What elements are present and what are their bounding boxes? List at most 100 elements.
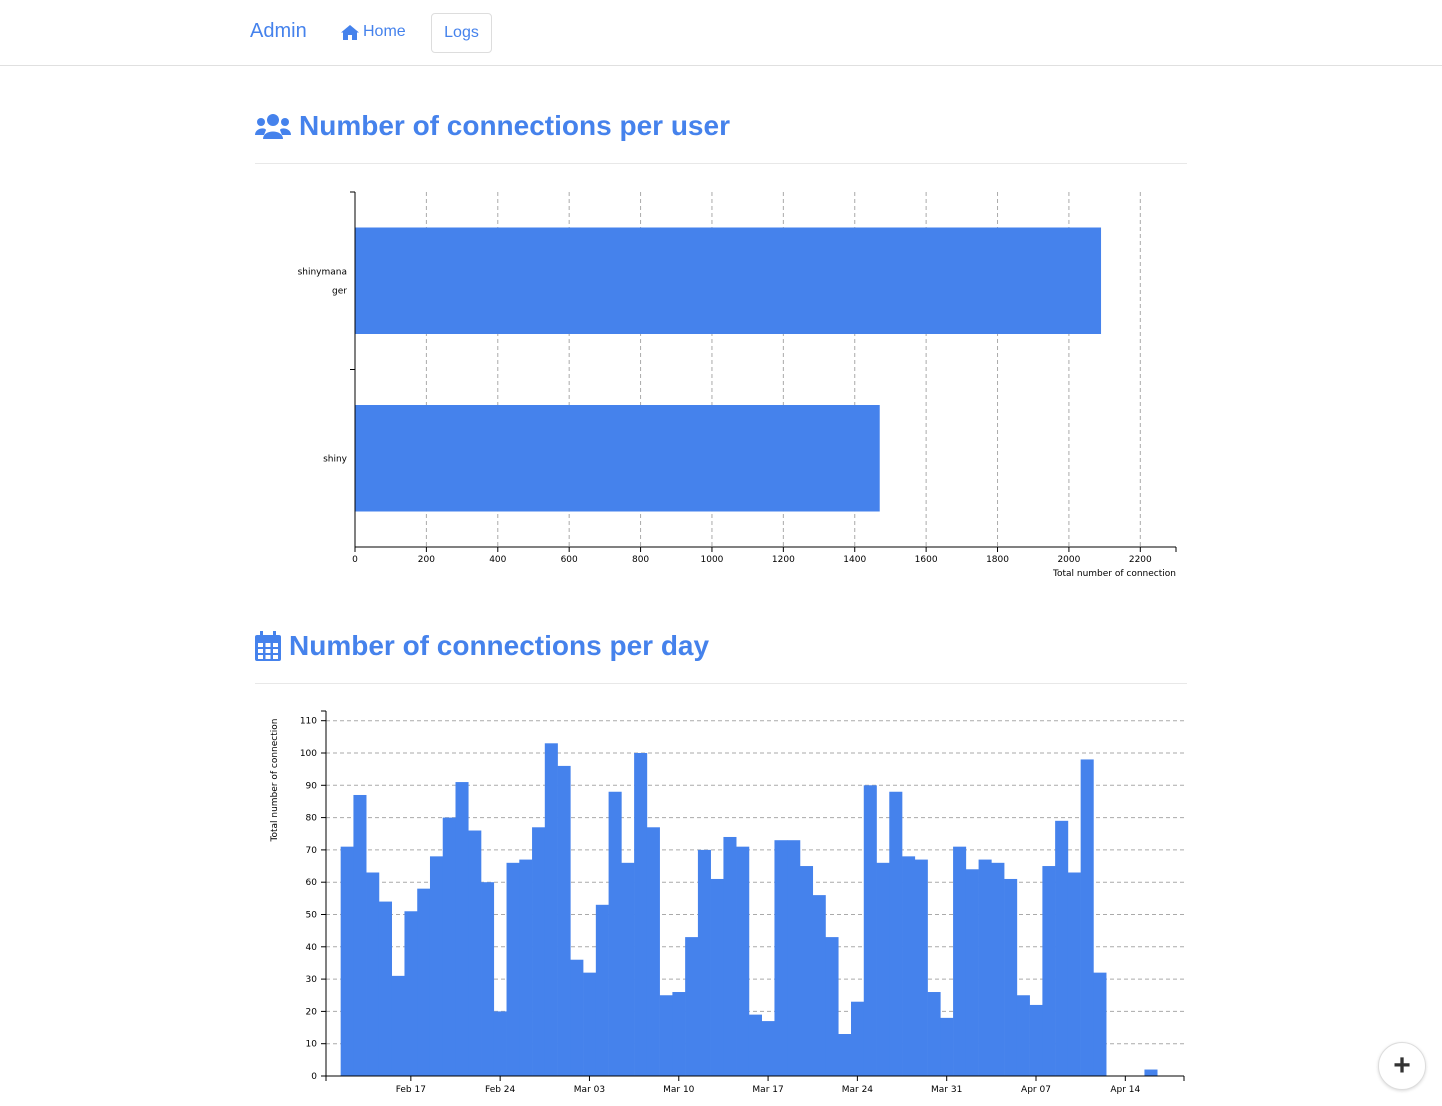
bar-Mar 18 [774, 840, 788, 1076]
navbar: Admin Home Logs [0, 0, 1442, 66]
x-tick-label: 400 [489, 555, 506, 565]
bar-Mar 23 [838, 1034, 852, 1076]
x-tick-label: 200 [418, 555, 435, 565]
bar-Feb 15 [378, 901, 393, 1076]
bar-Mar 27 [889, 791, 903, 1076]
y-tick-label: 10 [306, 1040, 318, 1050]
bar-shinymanager [355, 227, 1102, 334]
bar-Apr 02 [965, 869, 979, 1076]
per-day-heading: Number of connections per day [255, 630, 709, 662]
bar-Mar 10 [672, 992, 686, 1076]
bar-Feb 12 [340, 846, 354, 1076]
bar-Mar 26 [876, 862, 890, 1076]
bar-Mar 20 [799, 866, 814, 1076]
bar-Mar 25 [863, 785, 877, 1076]
x-tick-label: Mar 24 [842, 1085, 874, 1095]
bar-Mar 30 [927, 992, 941, 1076]
calendar-icon [255, 631, 281, 661]
y-tick-label: 100 [300, 749, 317, 759]
bar-Apr 06 [1016, 995, 1030, 1076]
x-tick-label: Apr 07 [1021, 1085, 1051, 1095]
bar-Mar 24 [851, 1001, 865, 1076]
nav-home-label: Home [363, 23, 406, 40]
x-tick-label: 1200 [772, 555, 795, 565]
bar-Feb 17 [404, 911, 418, 1076]
y-tick-label: 0 [311, 1072, 317, 1082]
y-tick-label: 90 [306, 781, 318, 791]
divider [255, 163, 1187, 164]
bar-Feb 28 [544, 743, 558, 1076]
y-tick-label: shinymana ger [298, 267, 348, 296]
add-button[interactable]: + [1378, 1042, 1426, 1090]
bar-Mar 01 [557, 765, 571, 1076]
y-tick-label: 110 [300, 717, 317, 727]
connections-per-day-chart: 0 10 20 30 40 50 60 70 80 90 100 110 Feb 17 Feb 24 Mar… [270, 710, 1185, 1095]
bar-Feb 26 [519, 859, 533, 1076]
bar-Feb 18 [417, 888, 431, 1076]
x-tick-label: Mar 31 [931, 1085, 962, 1095]
x-axis-label: Total number of connection [1052, 569, 1176, 579]
bar-Mar 05 [608, 791, 622, 1076]
x-tick-label: 1600 [915, 555, 938, 565]
x-tick-label: 1800 [986, 555, 1009, 565]
bar-Feb 16 [391, 975, 405, 1076]
per-day-title: Number of connections per day [289, 630, 710, 661]
bar-Feb 13 [353, 794, 367, 1076]
bar-Mar 14 [723, 836, 737, 1076]
bar-Feb 27 [532, 827, 546, 1076]
bar-Mar 31 [940, 1017, 954, 1076]
bar-Apr 09 [1055, 820, 1069, 1076]
y-tick-label: 20 [306, 1007, 318, 1017]
x-tick-label: Apr 14 [1110, 1085, 1140, 1095]
bar-Mar 03 [583, 972, 597, 1076]
bar-Feb 24 [493, 1011, 507, 1076]
bar-Feb 14 [366, 872, 380, 1076]
x-tick-label: 600 [561, 555, 578, 565]
bar-Mar 08 [646, 827, 660, 1076]
bar-Feb 22 [468, 830, 482, 1076]
y-tick-label: 40 [306, 943, 318, 953]
per-user-title: Number of connections per user [299, 110, 730, 141]
bar-Mar 15 [736, 846, 750, 1076]
y-tick-label: shiny [323, 454, 348, 464]
bar-Mar 21 [812, 895, 826, 1076]
bar-Apr 08 [1042, 866, 1056, 1076]
bar-Feb 19 [429, 856, 444, 1076]
x-tick-label: Mar 10 [663, 1085, 695, 1095]
bar-Mar 11 [685, 937, 699, 1076]
bar-Mar 09 [659, 995, 673, 1076]
y-tick-label: 70 [306, 846, 318, 856]
bar-Feb 25 [506, 862, 520, 1076]
y-tick-label: 80 [306, 814, 318, 824]
bar-Apr 11 [1080, 759, 1094, 1076]
y-tick-label: 50 [306, 910, 318, 920]
nav-logs[interactable]: Logs [431, 13, 492, 53]
bar-Mar 02 [570, 959, 584, 1076]
bar-Apr 07 [1029, 1004, 1043, 1076]
bar-Feb 21 [455, 782, 469, 1076]
bar-Apr 05 [1004, 878, 1018, 1076]
bar-Mar 22 [825, 937, 839, 1076]
bar-Mar 29 [914, 859, 928, 1076]
connections-per-user-chart: 0 200 400 600 800 1000 1200 1400 1600 1800 2000 220… [298, 191, 1177, 579]
bar-Feb 20 [442, 817, 456, 1076]
home-icon [341, 24, 359, 40]
bar-Mar 13 [710, 878, 724, 1076]
bar-Mar 06 [621, 862, 635, 1076]
x-tick-label: 2200 [1129, 555, 1152, 565]
brand-link[interactable]: Admin [250, 20, 307, 42]
x-tick-label: Mar 03 [574, 1085, 605, 1095]
bar-Apr 10 [1067, 872, 1081, 1076]
y-axis-label: Total number of connection [270, 719, 280, 843]
bar-Mar 04 [595, 904, 609, 1076]
x-tick-label: Feb 24 [485, 1085, 516, 1095]
bar-Feb 23 [481, 882, 495, 1076]
divider [255, 683, 1187, 684]
bar-Mar 12 [697, 849, 711, 1076]
x-tick-label: 800 [632, 555, 649, 565]
bar-Mar 07 [634, 752, 648, 1076]
bar-Apr 01 [953, 846, 967, 1076]
nav-home[interactable]: Home [341, 23, 406, 41]
bar-Mar 17 [761, 1021, 775, 1076]
x-tick-label: 1400 [843, 555, 866, 565]
